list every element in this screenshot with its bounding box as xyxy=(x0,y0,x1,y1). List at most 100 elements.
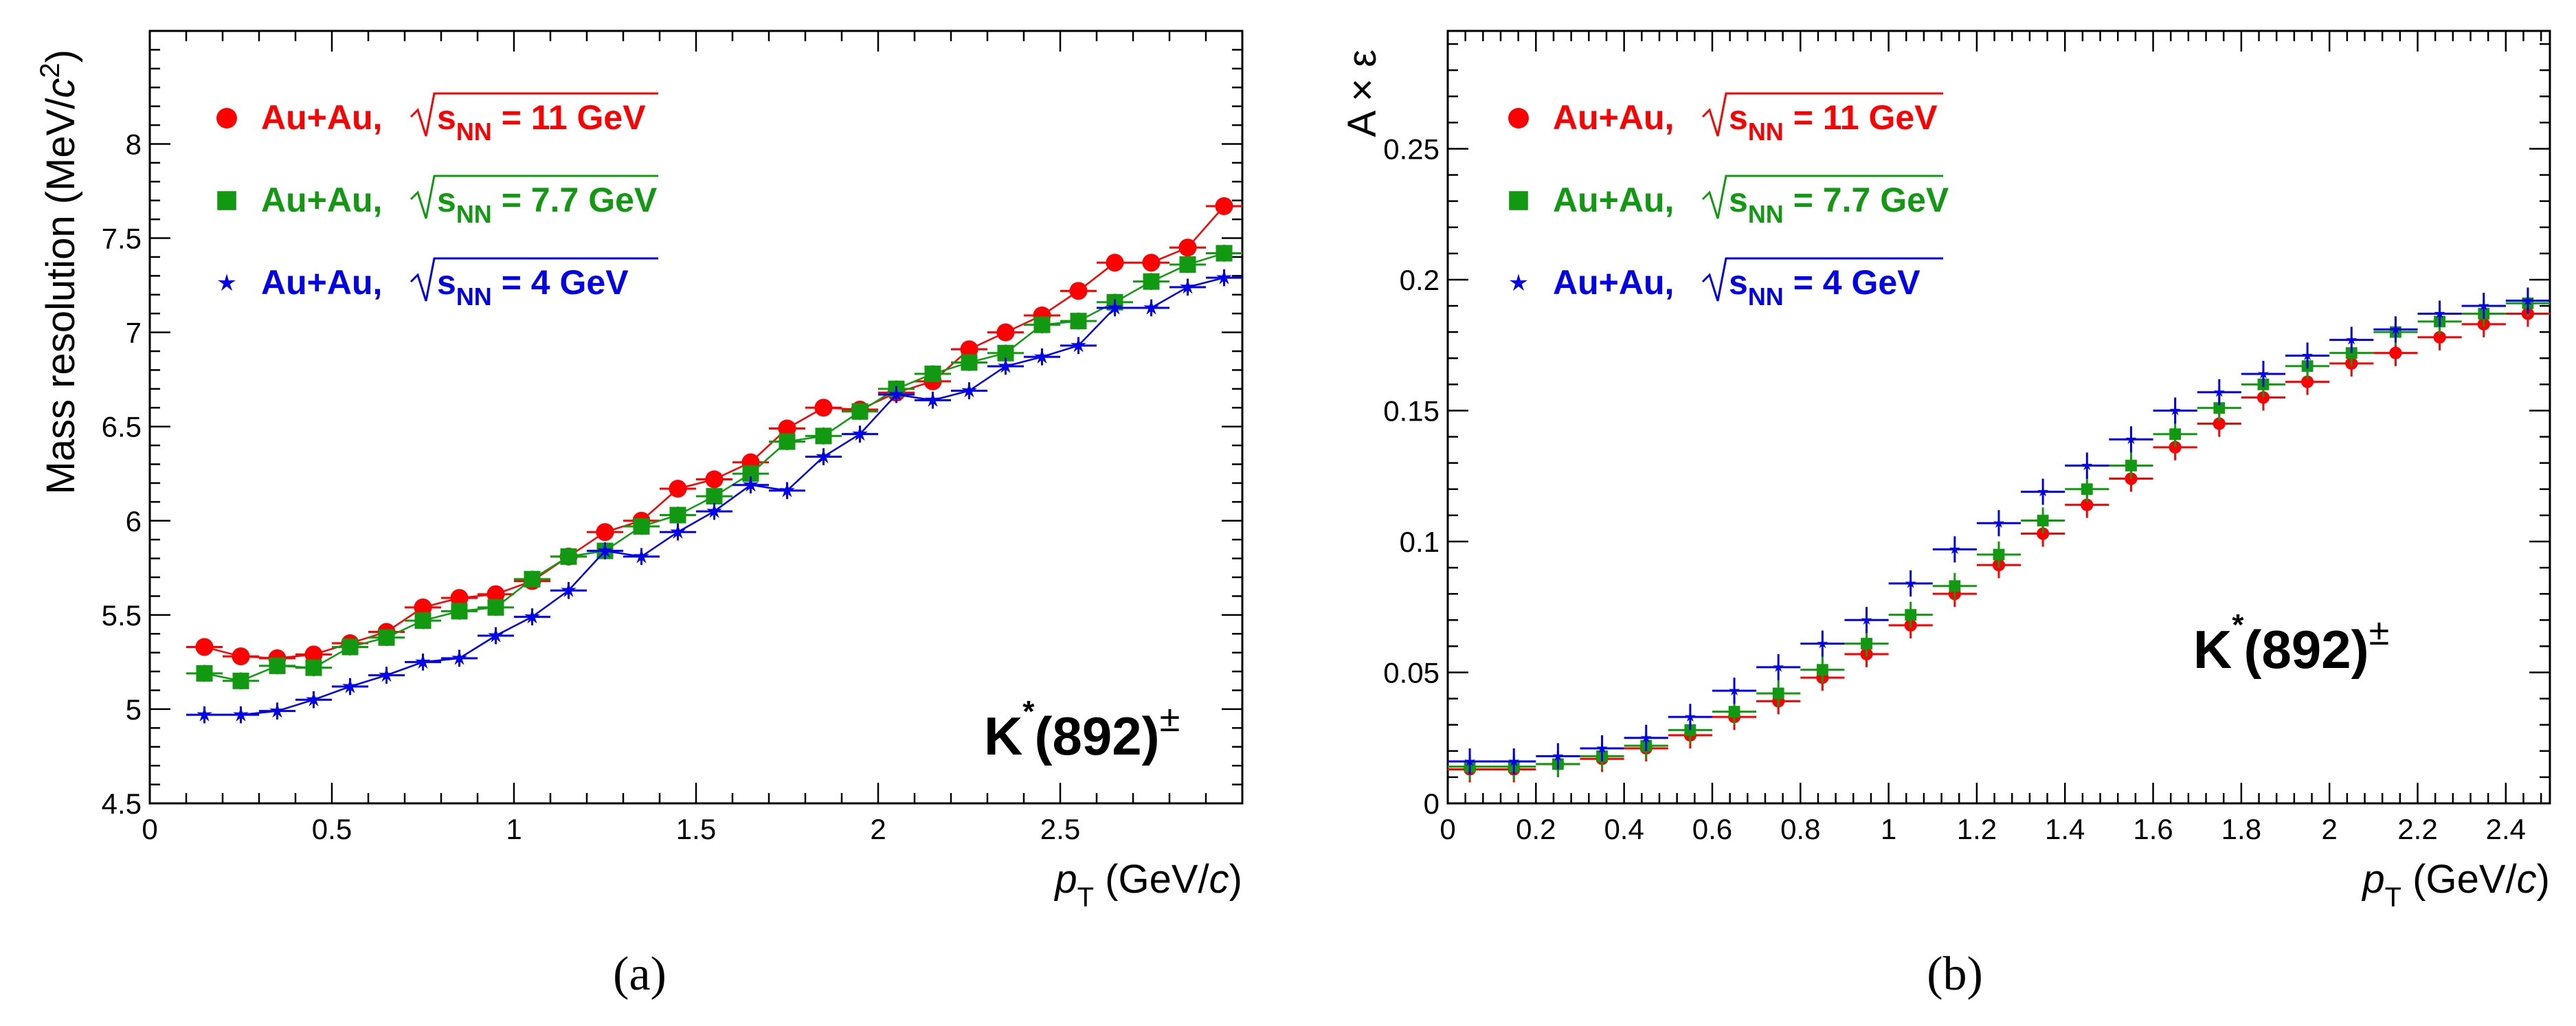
panel-b-x-tick-label: 0.8 xyxy=(1780,813,1820,845)
panel-b-series-1-point xyxy=(2433,331,2446,344)
panel-a-series-1-point xyxy=(596,523,614,542)
panel-b-y-tick-label: 0.05 xyxy=(1383,656,1440,689)
panel-a-x-tick-label: 0 xyxy=(142,813,157,845)
panel-b-series-2-point xyxy=(1861,638,1872,649)
panel-a-legend-sqrt-3 xyxy=(410,257,658,302)
panel-b-series-3-point xyxy=(2522,295,2533,306)
panel-b-series-3-point xyxy=(2258,368,2269,379)
panel-a-series-3-point xyxy=(597,542,613,558)
panel-b-series-1-point xyxy=(2301,375,2314,388)
panel-b-legend-prefix-3: Au+Au, xyxy=(1553,263,1674,302)
panel-b-series-3-point xyxy=(2125,434,2137,445)
panel-a-series-1-point xyxy=(778,419,796,438)
panel-a-x-tick-label: 1.5 xyxy=(676,813,716,845)
panel-a-series-2-point xyxy=(779,433,796,450)
panel-a-series-3-point xyxy=(779,482,795,498)
panel-a-series-3-point xyxy=(1107,300,1123,315)
panel-b-series-2-point xyxy=(1728,706,1740,718)
panel-a-y-tick-label: 5 xyxy=(126,693,142,726)
panel-b-x-tick-label: 1.4 xyxy=(2045,813,2085,845)
panel-a-series-1-point xyxy=(450,589,469,607)
panel-a-series-1-point xyxy=(195,638,214,656)
panel-b-x-tick-label: 2.2 xyxy=(2397,813,2437,845)
panel-a-series-3-point xyxy=(524,608,540,624)
panel-b-series-3-point xyxy=(1861,614,1872,625)
panel-b-plot-frame xyxy=(1446,30,2551,805)
panel-a-series-1-point xyxy=(960,340,978,359)
panel-b-series-3-point xyxy=(1729,684,1740,695)
panel-a-series-2-point xyxy=(1179,256,1196,273)
panel-a-series-1-point xyxy=(1178,238,1197,257)
panel-b-series-3-point xyxy=(2037,486,2049,497)
panel-b-x-tick-label: 2 xyxy=(2322,813,2338,845)
panel-a-y-tick-label: 7.5 xyxy=(102,223,142,255)
panel-a-series-2-point xyxy=(815,427,832,445)
panel-a-series-2-point xyxy=(196,665,213,682)
panel-a-legend-sqrt-2 xyxy=(410,175,658,219)
panel-a-x-tick-label: 2 xyxy=(870,813,886,845)
panel-b-series-2-point xyxy=(1993,548,2005,561)
panel-b-series-2-point xyxy=(2213,402,2226,414)
panel-a-legend-label-2: sNN = 7.7 GeV xyxy=(437,181,658,228)
panel-a-series-3-point xyxy=(379,667,394,682)
panel-a-series-3-point xyxy=(342,678,358,693)
panel-a-series-3-point xyxy=(269,702,285,718)
panel-b-series-3-point xyxy=(1552,750,1564,761)
panel-a-legend-marker-1 xyxy=(216,108,237,129)
panel-a-series-2-point xyxy=(1216,245,1233,262)
panel-b-x-tick-label: 1.8 xyxy=(2221,813,2261,845)
panel-b-series-3-point xyxy=(2169,405,2181,416)
panel-b-series-3-point xyxy=(1508,755,1520,766)
panel-a-series-3-point xyxy=(415,654,431,669)
panel-a-x-axis-title: pT (GeV/c) xyxy=(1053,857,1242,913)
panel-b-series-1-point xyxy=(2213,417,2226,430)
panel-a-series-2-point xyxy=(232,672,249,689)
panel-a-y-tick-label: 4.5 xyxy=(102,788,142,820)
panel-a-series-1-point xyxy=(1106,254,1124,272)
panel-b-series-3-point xyxy=(1464,755,1476,766)
panel-a-series-2-point xyxy=(706,488,723,505)
panel-b-legend-label-1: sNN = 11 GeV xyxy=(1729,98,1938,146)
panel-a-y-tick-label: 7 xyxy=(126,317,142,349)
panel-b-series-1-point xyxy=(2081,498,2094,511)
panel-b-legend-label-3: sNN = 4 GeV xyxy=(1729,263,1920,311)
panel-a-series-3-point xyxy=(1071,337,1086,353)
panel-a-series-1-point xyxy=(486,585,505,603)
panel-a-series-3-point xyxy=(670,524,686,539)
panel-a-series-3-point xyxy=(852,425,868,441)
panel-a-chart: 0 0.5 1 1.5 2 2.5 4.5 5 5.5 6 6.5 7 7.5 8 Mass resolut… xyxy=(35,30,1244,913)
panel-b-y-tick-label: 0 xyxy=(1424,788,1440,820)
panel-a-y-tick-label: 8 xyxy=(126,128,142,160)
panel-b-series-3-point xyxy=(1640,732,1652,743)
panel-a-series-1-point xyxy=(705,470,724,489)
panel-b-series-3-point xyxy=(2346,334,2357,345)
panel-b-series-3-point xyxy=(1773,661,1784,672)
panel-a-series-2-point xyxy=(633,518,650,535)
panel-a-legend-marker-3 xyxy=(217,274,236,291)
panel-b-y-tick-label: 0.1 xyxy=(1400,526,1440,558)
panel-b-series-3-point xyxy=(2081,460,2093,471)
panel-a-series-2-group xyxy=(186,245,1242,690)
panel-b-series-3-point xyxy=(2213,386,2225,397)
panel-a-annotation: K*(892)± xyxy=(984,695,1180,766)
panel-a-series-3-point xyxy=(706,503,722,518)
panel-b-series-3-point xyxy=(2302,350,2314,361)
panel-b-series-3-point xyxy=(2478,300,2489,311)
panel-b-legend-prefix-2: Au+Au, xyxy=(1553,181,1674,219)
panel-b-series-2-point xyxy=(2169,428,2182,440)
panel-b-series-3-point xyxy=(2390,324,2401,335)
panel-a-series-1-point xyxy=(232,647,250,666)
panel-a-series-2-point xyxy=(451,603,468,620)
panel-a-series-3-point xyxy=(925,392,941,407)
panel-b-legend-marker-1 xyxy=(1508,108,1529,129)
panel-b-series-3-point xyxy=(1993,517,2004,528)
panel-a-series-3-point xyxy=(888,386,904,401)
panel-b-y-tick-label: 0.2 xyxy=(1400,264,1440,296)
panel-b-x-tick-label: 1.6 xyxy=(2133,813,2173,845)
panel-a-series-3-point xyxy=(634,548,649,564)
panel-a-y-axis-title: Mass resolution (MeV/c2) xyxy=(35,49,83,495)
panel-a-legend-label-1: sNN = 11 GeV xyxy=(437,98,646,146)
panel-b-legend-sqrt-3 xyxy=(1701,257,1943,302)
panel-a-series-3-point xyxy=(1034,348,1050,364)
